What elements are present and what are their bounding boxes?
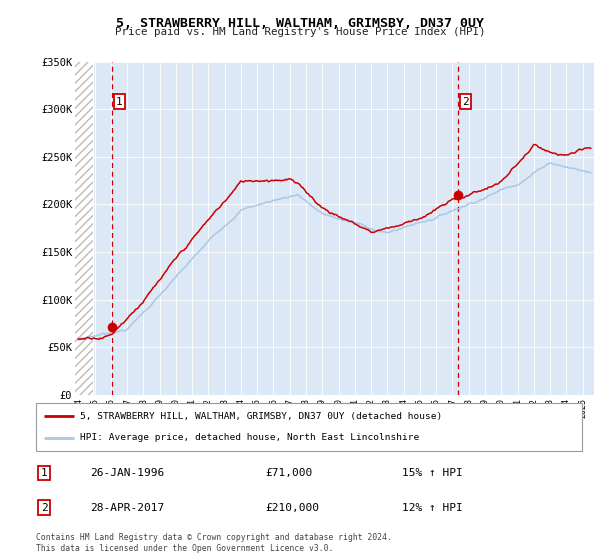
Text: Price paid vs. HM Land Registry's House Price Index (HPI): Price paid vs. HM Land Registry's House … <box>115 27 485 37</box>
Text: 5, STRAWBERRY HILL, WALTHAM, GRIMSBY, DN37 0UY (detached house): 5, STRAWBERRY HILL, WALTHAM, GRIMSBY, DN… <box>80 412 442 421</box>
Text: HPI: Average price, detached house, North East Lincolnshire: HPI: Average price, detached house, Nort… <box>80 433 419 442</box>
FancyBboxPatch shape <box>36 403 582 451</box>
Text: 2: 2 <box>41 503 47 513</box>
Text: 2: 2 <box>462 96 469 106</box>
Text: Contains HM Land Registry data © Crown copyright and database right 2024.
This d: Contains HM Land Registry data © Crown c… <box>36 533 392 553</box>
Text: 5, STRAWBERRY HILL, WALTHAM, GRIMSBY, DN37 0UY: 5, STRAWBERRY HILL, WALTHAM, GRIMSBY, DN… <box>116 17 484 30</box>
Text: 12% ↑ HPI: 12% ↑ HPI <box>402 503 463 513</box>
Bar <box>75 62 93 395</box>
Text: 15% ↑ HPI: 15% ↑ HPI <box>402 468 463 478</box>
Text: 26-JAN-1996: 26-JAN-1996 <box>91 468 165 478</box>
Text: £71,000: £71,000 <box>265 468 313 478</box>
Text: 1: 1 <box>41 468 47 478</box>
Text: 28-APR-2017: 28-APR-2017 <box>91 503 165 513</box>
Bar <box>75 62 93 395</box>
Text: 1: 1 <box>116 96 123 106</box>
Text: £210,000: £210,000 <box>265 503 319 513</box>
